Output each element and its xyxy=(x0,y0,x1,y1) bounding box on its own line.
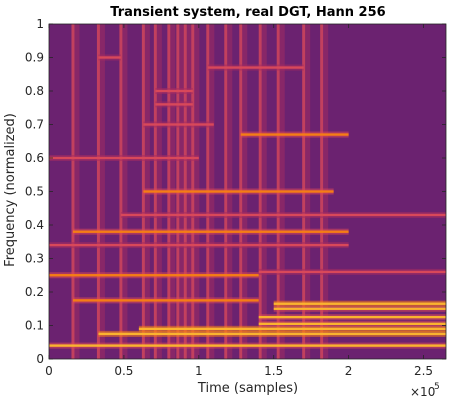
x-exponent: ×10 5 xyxy=(410,382,440,399)
harmonic-band xyxy=(49,243,349,247)
harmonic-band xyxy=(207,66,304,69)
y-tick-label: 1 xyxy=(36,17,44,31)
harmonic-band xyxy=(240,133,349,136)
harmonic-band xyxy=(49,156,199,160)
x-tick-label: 2.5 xyxy=(414,364,433,378)
y-tick-label: 0.5 xyxy=(25,185,44,199)
x-axis: 0 0.5 1 1.5 2 2.5 xyxy=(45,24,433,378)
harmonic-band xyxy=(155,103,193,106)
harmonic-band xyxy=(258,315,446,319)
y-tick-label: 0.9 xyxy=(25,51,44,65)
y-tick-label: 0.8 xyxy=(25,84,44,98)
x-axis-label: Time (samples) xyxy=(197,381,298,396)
y-tick-label: 0.6 xyxy=(25,151,44,165)
y-tick-label: 0.2 xyxy=(25,285,44,299)
harmonic-band xyxy=(98,332,446,336)
onset-streak xyxy=(119,24,123,359)
harmonic-band xyxy=(273,302,446,305)
plot-area xyxy=(48,23,447,360)
harmonic-band xyxy=(258,322,446,326)
onset-decay xyxy=(99,24,105,359)
harmonic-band xyxy=(143,190,334,193)
harmonic-band xyxy=(72,230,349,233)
onset-decay xyxy=(122,24,128,359)
harmonic-band xyxy=(138,327,447,331)
harmonic-band xyxy=(49,344,446,347)
onset-streak xyxy=(96,24,100,359)
x-tick-label: 1 xyxy=(195,364,203,378)
x-tick-label: 1.5 xyxy=(264,364,283,378)
y-tick-label: 0.3 xyxy=(25,252,44,266)
harmonic-band xyxy=(155,89,193,93)
harmonic-band xyxy=(273,307,446,310)
harmonic-band xyxy=(98,56,121,59)
harmonic-band xyxy=(120,213,447,217)
harmonic-band xyxy=(72,299,259,302)
onset-streak xyxy=(71,24,75,359)
x-tick-label: 0.5 xyxy=(114,364,133,378)
harmonic-band xyxy=(258,270,446,274)
chart-title: Transient system, real DGT, Hann 256 xyxy=(110,5,385,20)
y-tick-label: 0.1 xyxy=(25,319,44,333)
onset-decay xyxy=(74,24,80,359)
y-axis: 0 0.1 0.2 0.3 0.4 0.5 0.6 0.7 0.8 0.9 1 xyxy=(25,17,446,366)
y-tick-label: 0 xyxy=(36,352,44,366)
x-exponent-base: ×10 xyxy=(410,385,435,399)
x-tick-label: 2 xyxy=(345,364,353,378)
y-tick-label: 0.4 xyxy=(25,218,44,232)
harmonic-layer xyxy=(49,54,447,349)
x-exponent-power: 5 xyxy=(434,382,440,392)
harmonic-band xyxy=(143,123,214,126)
y-axis-label: Frequency (normalized) xyxy=(3,113,18,267)
harmonic-band xyxy=(49,274,259,277)
x-tick-label: 0 xyxy=(45,364,53,378)
y-tick-label: 0.7 xyxy=(25,118,44,132)
